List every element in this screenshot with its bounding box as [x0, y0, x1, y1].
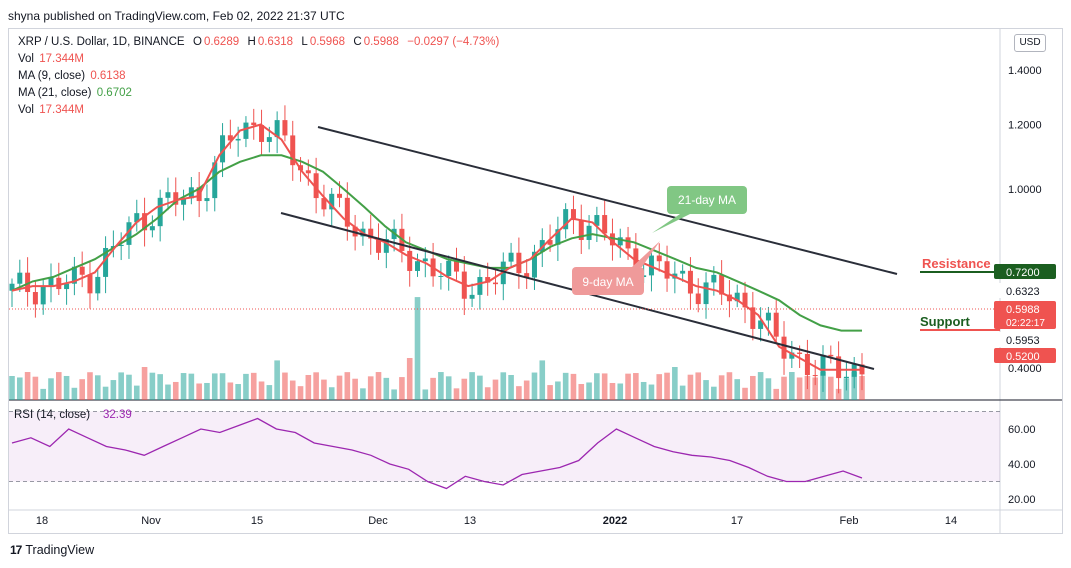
footer-brand[interactable]: 17 TradingView	[10, 543, 94, 557]
symbol-label[interactable]: XRP / U.S. Dollar, 1D, BINANCE	[18, 36, 185, 48]
ma9-label: MA (9, close)	[18, 70, 86, 82]
ma21-label: MA (21, close)	[18, 87, 92, 99]
publisher-line: shyna published on TradingView.com, Feb …	[8, 9, 345, 23]
legend-ma9-row[interactable]: MA (9, close) 0.6138	[18, 70, 128, 82]
open-value: 0.6289	[203, 36, 240, 48]
vol2-value: 17.344M	[39, 104, 84, 116]
ma9-value: 0.6138	[90, 70, 126, 82]
ma21-value: 0.6702	[96, 87, 132, 99]
change-value: −0.0297 (−4.73%)	[407, 36, 500, 48]
high-label: H	[247, 36, 256, 48]
vol-value: 17.344M	[39, 53, 84, 65]
brand-name: TradingView	[25, 543, 95, 557]
high-value: 0.6318	[257, 36, 294, 48]
tradingview-logo-icon: 17	[10, 543, 22, 557]
close-value: 0.5988	[363, 36, 399, 48]
legend-vol-row[interactable]: Vol 17.344M	[18, 53, 86, 65]
low-label: L	[301, 36, 308, 48]
legend-vol2-row[interactable]: Vol 17.344M	[18, 104, 86, 116]
open-label: O	[192, 36, 202, 48]
vol2-label: Vol	[18, 104, 34, 116]
currency-button[interactable]: USD	[1014, 34, 1046, 52]
chart-frame[interactable]	[8, 28, 1063, 534]
legend-ohlc-row: XRP / U.S. Dollar, 1D, BINANCE O 0.6289 H…	[18, 36, 501, 48]
close-label: C	[353, 36, 362, 48]
low-value: 0.5968	[309, 36, 345, 48]
vol-label: Vol	[18, 53, 34, 65]
legend-ma21-row[interactable]: MA (21, close) 0.6702	[18, 87, 134, 99]
